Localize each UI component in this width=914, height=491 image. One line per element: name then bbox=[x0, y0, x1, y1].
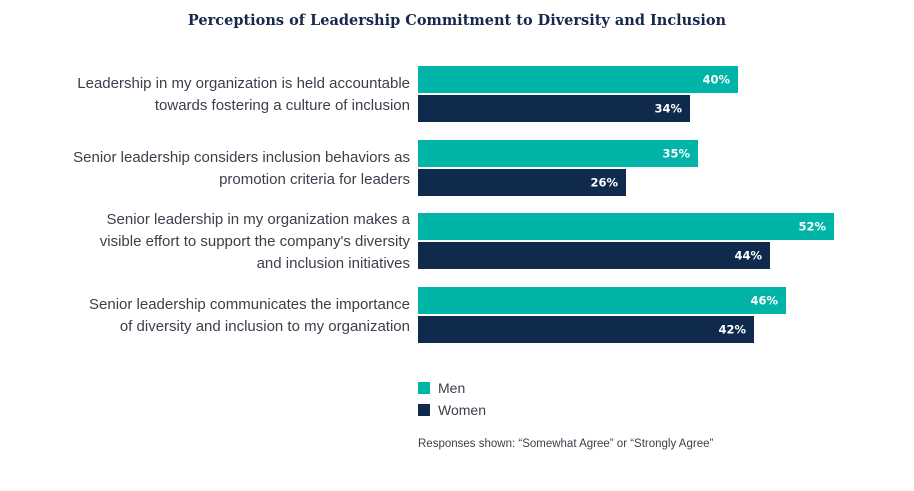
category-label-line: Senior leadership in my organization mak… bbox=[107, 211, 411, 228]
chart-title: Perceptions of Leadership Commitment to … bbox=[187, 12, 727, 29]
legend-item-men: Men bbox=[418, 377, 486, 399]
legend-swatch-men bbox=[418, 382, 430, 394]
data-label: 44% bbox=[734, 249, 762, 263]
bar-women bbox=[418, 95, 690, 122]
bar-men bbox=[418, 140, 698, 167]
category-label-line: Leadership in my organization is held ac… bbox=[77, 75, 410, 92]
data-label: 42% bbox=[718, 323, 746, 337]
category-label-line: promotion criteria for leaders bbox=[219, 171, 410, 188]
category-label: Senior leadership considers inclusion be… bbox=[73, 149, 410, 188]
legend-swatch-women bbox=[418, 404, 430, 416]
category-label-line: of diversity and inclusion to my organiz… bbox=[120, 318, 410, 335]
category-label-line: Senior leadership considers inclusion be… bbox=[73, 149, 410, 166]
bar-men bbox=[418, 66, 738, 93]
data-label: 34% bbox=[654, 102, 682, 116]
category-label-line: and inclusion initiatives bbox=[257, 255, 410, 272]
data-label: 52% bbox=[798, 220, 826, 234]
legend: Men Women bbox=[418, 377, 486, 421]
category-label-line: visible effort to support the company's … bbox=[100, 233, 411, 250]
category-label-line: Senior leadership communicates the impor… bbox=[89, 296, 410, 313]
bar-women bbox=[418, 169, 626, 196]
legend-item-women: Women bbox=[418, 399, 486, 421]
bar-men bbox=[418, 213, 834, 240]
category-label: Leadership in my organization is held ac… bbox=[77, 75, 410, 114]
data-label: 46% bbox=[750, 294, 778, 308]
legend-label-men: Men bbox=[438, 380, 466, 396]
bar-women bbox=[418, 242, 770, 269]
legend-label-women: Women bbox=[438, 402, 486, 418]
data-label: 40% bbox=[702, 73, 730, 87]
data-label: 35% bbox=[662, 147, 690, 161]
bar-women bbox=[418, 316, 754, 343]
category-label: Senior leadership communicates the impor… bbox=[89, 296, 410, 335]
footnote: Responses shown: “Somewhat Agree” or “St… bbox=[418, 438, 714, 450]
bar-men bbox=[418, 287, 786, 314]
category-label-line: towards fostering a culture of inclusion bbox=[155, 97, 410, 114]
data-label: 26% bbox=[590, 176, 618, 190]
category-label: Senior leadership in my organization mak… bbox=[100, 211, 411, 272]
